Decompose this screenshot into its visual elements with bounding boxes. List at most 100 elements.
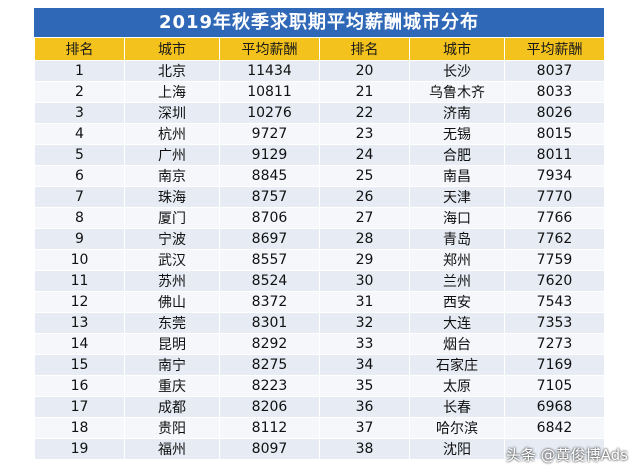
salary-table-container: 2019年秋季求职期平均薪酬城市分布 排名 城市 平均薪酬 排名 城市 平均薪酬…	[34, 8, 605, 460]
left-rank-cell: 18	[34, 417, 125, 439]
salary-table: 排名 城市 平均薪酬 排名 城市 平均薪酬 1 北京 11434 20 长沙 8037 2 上…	[34, 37, 605, 460]
header-rank-left: 排名	[34, 37, 125, 61]
right-rank-cell: 37	[319, 417, 410, 439]
right-city-cell: 长春	[409, 396, 505, 418]
right-city-cell: 沈阳	[409, 438, 505, 460]
left-rank-cell: 2	[34, 81, 125, 103]
left-salary-cell: 8112	[219, 417, 320, 439]
header-rank-right: 排名	[319, 37, 410, 61]
right-salary-cell: 7620	[504, 270, 605, 292]
table-row: 19 福州 8097 38 沈阳	[34, 438, 605, 460]
left-city-cell: 贵阳	[124, 417, 220, 439]
right-city-cell: 西安	[409, 291, 505, 313]
left-salary-cell: 8292	[219, 333, 320, 355]
left-city-cell: 福州	[124, 438, 220, 460]
header-salary-right: 平均薪酬	[504, 37, 605, 61]
right-salary-cell: 8037	[504, 60, 605, 82]
right-city-cell: 南昌	[409, 165, 505, 187]
right-rank-cell: 36	[319, 396, 410, 418]
right-rank-cell: 27	[319, 207, 410, 229]
left-city-cell: 宁波	[124, 228, 220, 250]
right-city-cell: 天津	[409, 186, 505, 208]
table-row: 5 广州 9129 24 合肥 8011	[34, 144, 605, 166]
left-rank-cell: 19	[34, 438, 125, 460]
right-rank-cell: 32	[319, 312, 410, 334]
left-rank-cell: 12	[34, 291, 125, 313]
left-salary-cell: 8524	[219, 270, 320, 292]
table-row: 4 杭州 9727 23 无锡 8015	[34, 123, 605, 145]
header-salary-left: 平均薪酬	[219, 37, 320, 61]
right-city-cell: 哈尔滨	[409, 417, 505, 439]
left-rank-cell: 10	[34, 249, 125, 271]
table-row: 15 南宁 8275 34 石家庄 7169	[34, 354, 605, 376]
header-city-left: 城市	[124, 37, 220, 61]
left-salary-cell: 8697	[219, 228, 320, 250]
right-salary-cell: 7770	[504, 186, 605, 208]
right-salary-cell: 7543	[504, 291, 605, 313]
right-rank-cell: 25	[319, 165, 410, 187]
left-city-cell: 上海	[124, 81, 220, 103]
right-city-cell: 大连	[409, 312, 505, 334]
left-salary-cell: 8206	[219, 396, 320, 418]
table-row: 1 北京 11434 20 长沙 8037	[34, 60, 605, 82]
right-city-cell: 海口	[409, 207, 505, 229]
right-rank-cell: 29	[319, 249, 410, 271]
table-row: 11 苏州 8524 30 兰州 7620	[34, 270, 605, 292]
left-city-cell: 杭州	[124, 123, 220, 145]
left-rank-cell: 15	[34, 354, 125, 376]
table-row: 2 上海 10811 21 乌鲁木齐 8033	[34, 81, 605, 103]
right-salary-cell	[504, 438, 605, 460]
left-salary-cell: 8757	[219, 186, 320, 208]
right-rank-cell: 23	[319, 123, 410, 145]
left-city-cell: 苏州	[124, 270, 220, 292]
right-salary-cell: 7766	[504, 207, 605, 229]
left-city-cell: 佛山	[124, 291, 220, 313]
right-salary-cell: 8011	[504, 144, 605, 166]
right-city-cell: 兰州	[409, 270, 505, 292]
left-rank-cell: 11	[34, 270, 125, 292]
right-rank-cell: 28	[319, 228, 410, 250]
right-rank-cell: 30	[319, 270, 410, 292]
right-salary-cell: 7934	[504, 165, 605, 187]
right-rank-cell: 38	[319, 438, 410, 460]
left-city-cell: 深圳	[124, 102, 220, 124]
left-salary-cell: 11434	[219, 60, 320, 82]
right-rank-cell: 26	[319, 186, 410, 208]
left-salary-cell: 8275	[219, 354, 320, 376]
table-row: 9 宁波 8697 28 青岛 7762	[34, 228, 605, 250]
table-row: 13 东莞 8301 32 大连 7353	[34, 312, 605, 334]
left-city-cell: 东莞	[124, 312, 220, 334]
left-city-cell: 重庆	[124, 375, 220, 397]
left-salary-cell: 10276	[219, 102, 320, 124]
table-row: 6 南京 8845 25 南昌 7934	[34, 165, 605, 187]
table-row: 10 武汉 8557 29 郑州 7759	[34, 249, 605, 271]
left-city-cell: 珠海	[124, 186, 220, 208]
left-rank-cell: 6	[34, 165, 125, 187]
right-city-cell: 乌鲁木齐	[409, 81, 505, 103]
right-city-cell: 合肥	[409, 144, 505, 166]
table-row: 14 昆明 8292 33 烟台 7273	[34, 333, 605, 355]
left-salary-cell: 8845	[219, 165, 320, 187]
watermark: 头条 @黄俊博Ads	[505, 446, 628, 464]
left-city-cell: 南宁	[124, 354, 220, 376]
table-row: 16 重庆 8223 35 太原 7105	[34, 375, 605, 397]
left-city-cell: 厦门	[124, 207, 220, 229]
right-salary-cell: 7105	[504, 375, 605, 397]
left-rank-cell: 1	[34, 60, 125, 82]
left-rank-cell: 9	[34, 228, 125, 250]
right-rank-cell: 34	[319, 354, 410, 376]
right-salary-cell: 8026	[504, 102, 605, 124]
right-city-cell: 无锡	[409, 123, 505, 145]
right-salary-cell: 7169	[504, 354, 605, 376]
table-row: 18 贵阳 8112 37 哈尔滨 6842	[34, 417, 605, 439]
table-row: 17 成都 8206 36 长春 6968	[34, 396, 605, 418]
right-rank-cell: 33	[319, 333, 410, 355]
left-salary-cell: 8372	[219, 291, 320, 313]
left-rank-cell: 16	[34, 375, 125, 397]
right-salary-cell: 7273	[504, 333, 605, 355]
left-salary-cell: 8223	[219, 375, 320, 397]
left-salary-cell: 9129	[219, 144, 320, 166]
left-rank-cell: 14	[34, 333, 125, 355]
right-salary-cell: 7353	[504, 312, 605, 334]
right-city-cell: 长沙	[409, 60, 505, 82]
